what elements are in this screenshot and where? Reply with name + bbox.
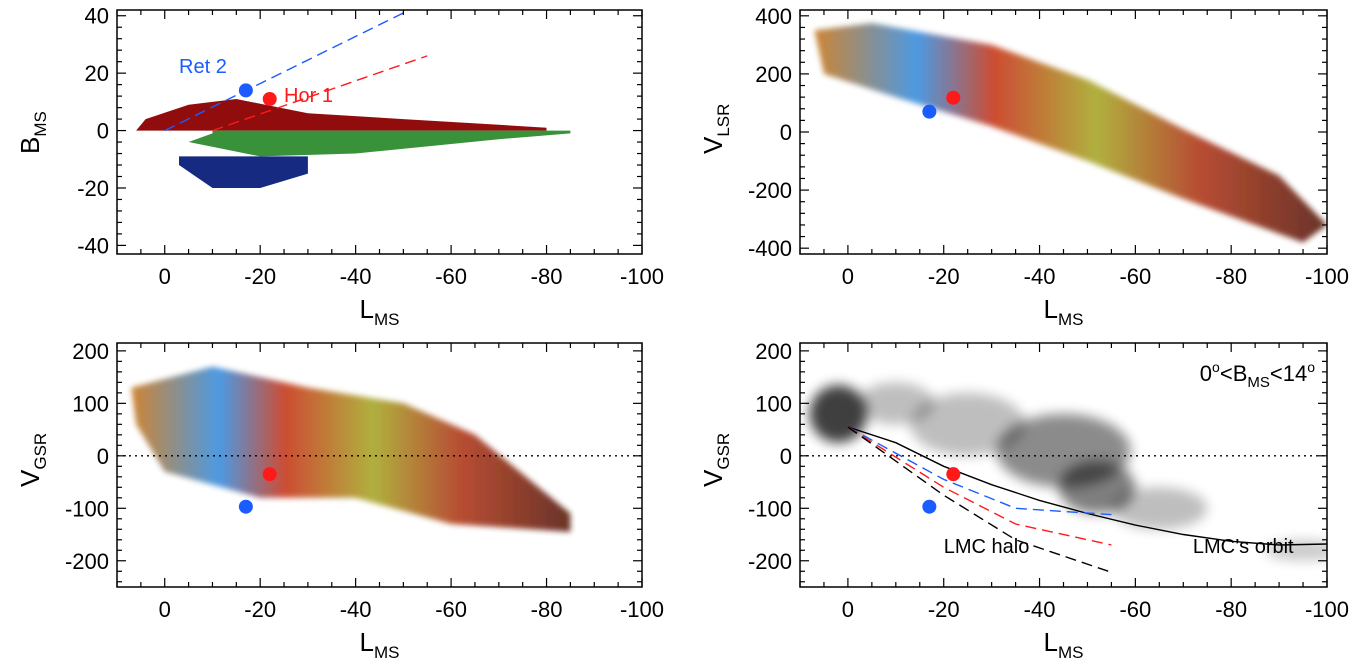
density-blob — [910, 392, 1026, 456]
emission-region — [188, 130, 571, 157]
y-tick-label: 40 — [85, 4, 109, 29]
x-tick-label: -40 — [340, 597, 372, 622]
point-ret-2 — [922, 499, 937, 514]
x-tick-label: 0 — [159, 264, 171, 289]
x-tick-label: -20 — [244, 597, 276, 622]
plot-area — [814, 23, 1327, 243]
density-blob — [809, 384, 868, 443]
y-axis-title: VGSR — [698, 433, 733, 487]
y-axis-title: BMS — [15, 111, 50, 154]
point-hor-1 — [262, 467, 277, 482]
panel-label: LMC halo — [944, 536, 1030, 558]
y-tick-label: 20 — [85, 61, 109, 86]
x-tick-label: 0 — [842, 264, 854, 289]
x-tick-label: -80 — [531, 597, 563, 622]
point-ret-2 — [238, 499, 253, 514]
annotation-label: Hor 1 — [284, 85, 333, 107]
x-tick-label: -60 — [435, 597, 467, 622]
x-tick-label: -40 — [1024, 264, 1056, 289]
x-tick-label: -40 — [340, 264, 372, 289]
x-axis-title: LMS — [360, 627, 400, 662]
x-axis-title: LMS — [1044, 294, 1084, 329]
panel-label: LMC’s orbit — [1193, 536, 1294, 558]
x-tick-label: -100 — [620, 264, 664, 289]
emission-region — [131, 366, 571, 532]
point-hor-1 — [946, 90, 961, 105]
y-tick-label: -200 — [748, 549, 792, 574]
annotation-label: Ret 2 — [179, 56, 227, 78]
y-axis-title: VLSR — [698, 104, 733, 154]
y-tick-label: 0 — [97, 444, 109, 469]
y-tick-label: -200 — [748, 178, 792, 203]
emission-region — [179, 156, 308, 188]
x-tick-label: -60 — [1119, 264, 1151, 289]
x-axis-title: LMS — [360, 294, 400, 329]
panel-p1: 0 -20 -40 -60 -80 -100 40 20 0 -20 -40 LMS BMS Ret 2 H… — [15, 4, 664, 329]
x-tick-label: -60 — [435, 264, 467, 289]
point-ret-2 — [922, 104, 937, 119]
x-tick-label: -40 — [1024, 597, 1056, 622]
y-tick-label: 200 — [755, 62, 792, 87]
x-tick-label: -80 — [531, 264, 563, 289]
x-axis-title: LMS — [1044, 627, 1084, 662]
panel-p3: 0 -20 -40 -60 -80 -100 200 100 0 -100 -200 LMS VGSR — [15, 339, 664, 662]
x-tick-label: 0 — [159, 597, 171, 622]
dashed-line — [212, 55, 428, 132]
panel-p2: 0 -20 -40 -60 -80 -100 400 200 0 -200 -400 LMS VLSR — [698, 4, 1349, 329]
point-hor-1 — [946, 467, 961, 482]
x-tick-label: -20 — [928, 597, 960, 622]
x-tick-label: -60 — [1119, 597, 1151, 622]
plot-area — [136, 12, 571, 188]
x-tick-label: -100 — [1305, 597, 1349, 622]
x-tick-label: -80 — [1215, 264, 1247, 289]
dashed-line — [164, 12, 404, 132]
y-tick-label: 200 — [72, 339, 109, 364]
y-tick-label: 100 — [72, 391, 109, 416]
y-tick-label: 0 — [97, 119, 109, 144]
y-tick-label: 0 — [780, 444, 792, 469]
x-tick-label: -100 — [620, 597, 664, 622]
dashed-line — [847, 426, 1112, 546]
y-tick-label: 0 — [780, 120, 792, 145]
dashed-line — [847, 426, 1112, 573]
plot-area — [800, 382, 1327, 573]
density-blob — [1111, 487, 1208, 530]
x-tick-label: 0 — [842, 597, 854, 622]
y-tick-label: -20 — [77, 176, 109, 201]
y-tick-label: -100 — [748, 496, 792, 521]
x-tick-label: -20 — [244, 264, 276, 289]
y-tick-label: 100 — [755, 391, 792, 416]
y-tick-label: 400 — [755, 4, 792, 29]
panel-title: 0o<BMS<14o — [1200, 359, 1315, 391]
plot-area — [117, 366, 642, 532]
x-tick-label: -80 — [1215, 597, 1247, 622]
y-axis-title: VGSR — [15, 433, 50, 487]
y-tick-label: -100 — [65, 496, 109, 521]
y-tick-label: -200 — [65, 549, 109, 574]
emission-region — [814, 23, 1327, 243]
panel-p4: 0 -20 -40 -60 -80 -100 200 100 0 -100 -200 LMS VGSR L… — [698, 339, 1349, 662]
y-tick-label: -400 — [748, 236, 792, 261]
dashed-line — [847, 426, 1112, 516]
point-ret-2 — [238, 83, 253, 98]
x-tick-label: -100 — [1305, 264, 1349, 289]
emission-region — [136, 99, 547, 131]
point-hor-1 — [262, 91, 277, 106]
y-tick-label: 200 — [755, 339, 792, 364]
y-tick-label: -40 — [77, 233, 109, 258]
x-tick-label: -20 — [928, 264, 960, 289]
